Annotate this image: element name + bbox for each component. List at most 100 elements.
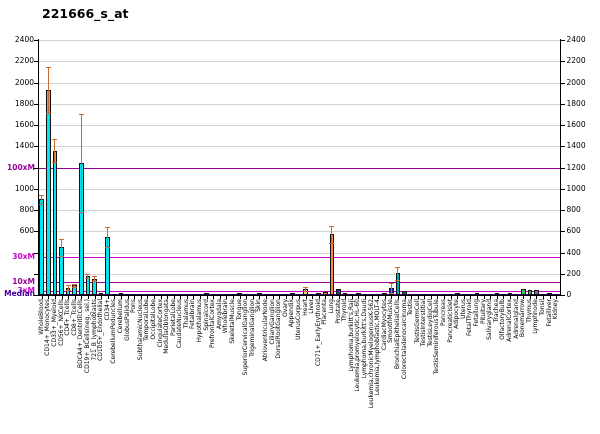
y-label-left-2400: 2400 bbox=[14, 35, 34, 44]
error-cap-bottom-CD33+_Myeloid bbox=[52, 161, 58, 163]
refline-label-100xM: 100xM bbox=[7, 162, 35, 172]
x-tick-CaudateNucleus bbox=[180, 296, 182, 299]
y-label-left-2200: 2200 bbox=[14, 56, 34, 66]
y-tick-left-2000 bbox=[33, 82, 38, 84]
x-tick-CD4+_Tcells bbox=[68, 296, 70, 299]
y-label-left-1400: 1400 bbox=[14, 141, 34, 151]
gridline-200 bbox=[38, 273, 560, 275]
x-tick-Liver bbox=[312, 296, 314, 299]
x-tick-Ovary bbox=[285, 296, 287, 299]
bar-Bonemarrow bbox=[520, 289, 526, 295]
y-tick-right-2400 bbox=[560, 40, 565, 41]
bar-WholeBlood bbox=[39, 199, 45, 295]
bar-CD71+_EarlyErythroid bbox=[316, 293, 322, 296]
error-cap-top-BronchialEpithelialCells bbox=[395, 266, 401, 268]
refline-100xM bbox=[38, 167, 560, 169]
error-bar-CD33+_Myeloid bbox=[54, 139, 56, 162]
refline-10xM bbox=[38, 282, 560, 284]
bar-CD105+_Endothelial bbox=[98, 292, 104, 295]
gridline-1800 bbox=[38, 103, 560, 105]
y-label-left-1800: 1800 bbox=[14, 98, 34, 108]
bar-Fetallung bbox=[474, 293, 480, 296]
x-tick-TemporalLobe bbox=[147, 296, 149, 299]
error-cap-bottom-CD19+_BCells(neg._sel.) bbox=[85, 278, 91, 280]
x-tick-Leukemia,chronicMyelogenousK-562 bbox=[371, 296, 373, 299]
y-tick-right-1400 bbox=[560, 146, 565, 148]
bar-Lymphnode bbox=[534, 290, 539, 295]
bar-Trachea bbox=[494, 292, 500, 295]
error-cap-top-CD4+_Tcells bbox=[65, 285, 71, 287]
error-bar-CD8+_Tcells bbox=[74, 283, 76, 288]
error-bar-SmoothMuscle bbox=[390, 283, 392, 294]
error-cap-bottom-CD56+_NKCells bbox=[59, 255, 65, 257]
error-bar-BronchialEpithelialCells bbox=[397, 266, 399, 280]
error-cap-bottom-CD4+_Tcells bbox=[65, 289, 71, 291]
x-tick-Tonsil bbox=[543, 296, 544, 299]
refline-label-3xM: 3xM bbox=[17, 286, 35, 296]
bar-Tongue bbox=[237, 293, 242, 296]
x-tick-SmoothMuscle bbox=[391, 296, 393, 299]
error-cap-bottom-CD34+ bbox=[105, 247, 111, 249]
x-tick-Trachea bbox=[496, 296, 498, 299]
y-tick-left-2200 bbox=[33, 61, 38, 63]
x-tick-BDCA4+_DentriticCells bbox=[81, 296, 83, 299]
x-tick-Adipocyte bbox=[457, 296, 459, 299]
y-label-right-600: 600 bbox=[566, 226, 581, 236]
y-tick-left-1800 bbox=[33, 103, 38, 105]
x-tick-SubthalamicNucleus bbox=[140, 296, 142, 299]
x-tick-Pituitary bbox=[483, 296, 485, 299]
y-tick-right-2200 bbox=[560, 61, 565, 63]
refline-3xM bbox=[38, 291, 560, 293]
chart-title: 221666_s_at bbox=[42, 6, 129, 21]
x-tick-Salivarygland bbox=[490, 296, 492, 299]
error-bar-CD14+_Monocytes bbox=[47, 66, 49, 114]
y-label-right-1800: 1800 bbox=[566, 98, 586, 108]
y-tick-left-800 bbox=[33, 210, 38, 211]
bar-CD14+_Monocytes bbox=[46, 89, 51, 295]
error-bar-721_B_lymphoblasts bbox=[94, 276, 96, 281]
x-tick-Hypothalamus bbox=[200, 296, 202, 299]
error-cap-top-Heart bbox=[303, 286, 309, 288]
x-tick-CD33+_Myeloid bbox=[54, 296, 56, 299]
y-label-right-800: 800 bbox=[566, 205, 581, 214]
y-label-right-1200: 1200 bbox=[566, 162, 586, 172]
y-tick-right-1600 bbox=[560, 125, 565, 126]
y-tick-left-1000 bbox=[33, 188, 38, 190]
y-label-right-200: 200 bbox=[566, 268, 581, 278]
y-tick-left-1200 bbox=[33, 167, 38, 169]
x-tick-Thymus bbox=[529, 296, 531, 299]
x-tick-SkeletalMuscle bbox=[233, 296, 235, 299]
gridline-1600 bbox=[38, 125, 560, 126]
y-axis-right bbox=[559, 39, 561, 296]
bar-Adipocyte bbox=[454, 293, 460, 296]
error-cap-top-CD34+ bbox=[105, 227, 111, 228]
gridline-1400 bbox=[38, 146, 560, 148]
x-tick-Fetallung bbox=[477, 296, 479, 299]
y-label-left-600: 600 bbox=[19, 226, 34, 236]
bar-Placenta bbox=[323, 292, 328, 295]
bar-Skin bbox=[257, 293, 262, 296]
error-cap-top-SmoothMuscle bbox=[388, 283, 394, 285]
y-label-left-800: 800 bbox=[19, 205, 34, 214]
y-tick-right-1800 bbox=[560, 103, 565, 105]
x-tick-CerebellumPeduncles bbox=[114, 296, 116, 299]
bar-Colorectaladenocarcinoma bbox=[402, 290, 407, 295]
refline-30xM bbox=[38, 256, 560, 258]
bar-Cerebellum bbox=[118, 293, 124, 296]
y-tick-left-1600 bbox=[33, 125, 38, 126]
bar-Appendix bbox=[290, 293, 295, 296]
x-tick-AdrenalCortex bbox=[510, 296, 512, 299]
gridline-2000 bbox=[38, 82, 560, 84]
y-label-right-0: 0 bbox=[566, 290, 572, 299]
y-tick-right-800 bbox=[560, 210, 565, 211]
y-tick-left-0 bbox=[33, 295, 38, 296]
x-tick-Leukemia,promyelocytic,HL-60 bbox=[358, 296, 360, 299]
x-tick-WholeBlood bbox=[41, 296, 43, 299]
error-cap-top-CD14+_Monocytes bbox=[45, 66, 51, 68]
x-tick-CiliaryGanglion bbox=[272, 296, 274, 299]
x-tick-Pons bbox=[134, 296, 136, 299]
x-label-Kidney: Kidney bbox=[552, 299, 560, 320]
x-tick-CD71+_EarlyErythroid bbox=[318, 296, 320, 299]
error-cap-top-CD19+_BCells(neg._sel.) bbox=[85, 273, 91, 275]
x-tick-Fetalliver bbox=[549, 296, 551, 299]
